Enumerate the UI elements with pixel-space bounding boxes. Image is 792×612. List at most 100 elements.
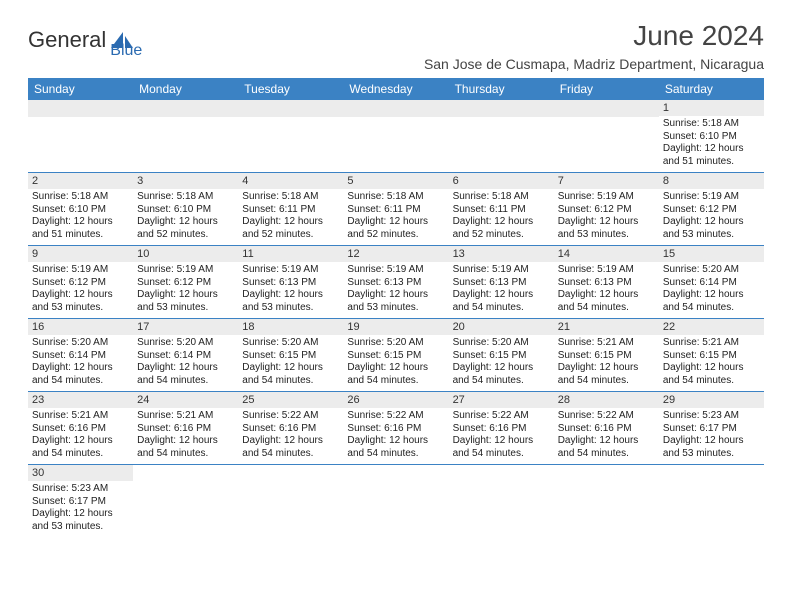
sunset-line: Sunset: 6:15 PM (558, 350, 655, 363)
calendar-day-cell: 15Sunrise: 5:20 AMSunset: 6:14 PMDayligh… (659, 246, 764, 319)
weekday-header-row: Sunday Monday Tuesday Wednesday Thursday… (28, 78, 764, 100)
calendar-empty-cell (554, 465, 659, 538)
daylight-line: Daylight: 12 hours and 54 minutes. (558, 435, 655, 460)
daylight-line: Daylight: 12 hours and 54 minutes. (242, 362, 339, 387)
sunset-line: Sunset: 6:17 PM (663, 423, 760, 436)
sunrise-line: Sunrise: 5:20 AM (137, 337, 234, 350)
weekday-header: Monday (133, 78, 238, 100)
sunrise-line: Sunrise: 5:23 AM (663, 410, 760, 423)
calendar-day-cell: 6Sunrise: 5:18 AMSunset: 6:11 PMDaylight… (449, 173, 554, 246)
calendar-day-cell: 1Sunrise: 5:18 AMSunset: 6:10 PMDaylight… (659, 100, 764, 173)
calendar-day-cell: 26Sunrise: 5:22 AMSunset: 6:16 PMDayligh… (343, 392, 448, 465)
day-number: 9 (28, 246, 133, 262)
calendar-day-cell: 28 Sunrise: 5:22 AMSunset: 6:16 PMDayligh… (554, 392, 659, 465)
logo: General Blue (28, 20, 142, 60)
calendar-week-row: 16Sunrise: 5:20 AMSunset: 6:14 PMDayligh… (28, 319, 764, 392)
weekday-header: Wednesday (343, 78, 448, 100)
calendar-day-cell: 25Sunrise: 5:22 AMSunset: 6:16 PMDayligh… (238, 392, 343, 465)
calendar-day-cell: 10Sunrise: 5:19 AMSunset: 6:12 PMDayligh… (133, 246, 238, 319)
calendar-day-cell: 20Sunrise: 5:20 AMSunset: 6:15 PMDayligh… (449, 319, 554, 392)
calendar-day-cell: 22Sunrise: 5:21 AMSunset: 6:15 PMDayligh… (659, 319, 764, 392)
calendar-week-row: 2 Sunrise: 5:18 AM Sunset: 6:10 PM Daylight… (28, 173, 764, 246)
sunrise-line: Sunrise: 5:19 AM (453, 264, 550, 277)
day-number: 24 (133, 392, 238, 408)
day-number: 21 (554, 319, 659, 335)
sunset-line: Sunset: 6:11 PM (453, 204, 550, 217)
calendar-day-cell: 30Sunrise: 5:23 AMSunset: 6:17 PMDayligh… (28, 465, 133, 538)
sunrise-line: Sunrise: 5:19 AM (663, 191, 760, 204)
daylight-line: Daylight: 12 hours and 53 minutes. (663, 435, 760, 460)
day-number: 10 (133, 246, 238, 262)
calendar-day-cell: 19Sunrise: 5:20 AMSunset: 6:15 PMDayligh… (343, 319, 448, 392)
day-number: 27 (449, 392, 554, 408)
sunrise-line: Sunrise: 5:21 AM (137, 410, 234, 423)
month-title: June 2024 (424, 20, 764, 52)
sunset-line: Sunset: 6:16 PM (32, 423, 129, 436)
calendar-day-cell: 14Sunrise: 5:19 AMSunset: 6:13 PMDayligh… (554, 246, 659, 319)
sunrise-line: Sunrise: 5:18 AM (453, 191, 550, 204)
sunrise-line: Sunrise: 5:22 AM (242, 410, 339, 423)
sunrise-line: Sunrise: 5:18 AM (663, 118, 760, 131)
weekday-header: Friday (554, 78, 659, 100)
day-number: 3 (133, 173, 238, 189)
day-number: 6 (449, 173, 554, 189)
sunset-line: Sunset: 6:16 PM (137, 423, 234, 436)
day-number: 22 (659, 319, 764, 335)
sunrise-line: Sunrise: 5:20 AM (453, 337, 550, 350)
sunset-line: Sunset: 6:16 PM (558, 423, 655, 436)
day-number: 30 (28, 465, 133, 481)
calendar-day-cell: 13Sunrise: 5:19 AMSunset: 6:13 PMDayligh… (449, 246, 554, 319)
title-block: June 2024 San Jose de Cusmapa, Madriz De… (424, 20, 764, 72)
sunrise-line: Sunrise: 5:19 AM (558, 264, 655, 277)
daylight-line: Daylight: 12 hours and 54 minutes. (558, 289, 655, 314)
sunset-line: Sunset: 6:15 PM (347, 350, 444, 363)
sunset-line: Sunset: 6:13 PM (558, 277, 655, 290)
calendar-empty-cell (133, 465, 238, 538)
daylight-line: Daylight: 12 hours and 54 minutes. (347, 435, 444, 460)
daylight-line: Daylight: 12 hours and 54 minutes. (453, 362, 550, 387)
calendar-table: Sunday Monday Tuesday Wednesday Thursday… (28, 78, 764, 537)
day-number: 28 (554, 392, 659, 408)
sunset-line: Sunset: 6:10 PM (32, 204, 129, 217)
day-number (238, 100, 343, 117)
calendar-day-cell: 18Sunrise: 5:20 AMSunset: 6:15 PMDayligh… (238, 319, 343, 392)
day-number: 19 (343, 319, 448, 335)
day-number: 5 (343, 173, 448, 189)
calendar-day-cell: 4Sunrise: 5:18 AMSunset: 6:11 PMDaylight… (238, 173, 343, 246)
calendar-empty-cell (238, 465, 343, 538)
calendar-day-cell: 24 Sunrise: 5:21 AMSunset: 6:16 PMDayligh… (133, 392, 238, 465)
sunset-line: Sunset: 6:14 PM (663, 277, 760, 290)
daylight-line: Daylight: 12 hours and 54 minutes. (32, 362, 129, 387)
logo-text-general: General (28, 27, 106, 53)
daylight-line: Daylight: 12 hours and 54 minutes. (32, 435, 129, 460)
daylight-line: Daylight: 12 hours and 54 minutes. (558, 362, 655, 387)
calendar-day-cell: 12Sunrise: 5:19 AMSunset: 6:13 PMDayligh… (343, 246, 448, 319)
daylight-line: Daylight: 12 hours and 53 minutes. (663, 216, 760, 241)
calendar-week-row: 30Sunrise: 5:23 AMSunset: 6:17 PMDayligh… (28, 465, 764, 538)
sunrise-line: Sunrise: 5:22 AM (558, 410, 655, 423)
weekday-header: Thursday (449, 78, 554, 100)
calendar-day-cell: 8Sunrise: 5:19 AMSunset: 6:12 PMDaylight… (659, 173, 764, 246)
calendar-day-cell: 16Sunrise: 5:20 AMSunset: 6:14 PMDayligh… (28, 319, 133, 392)
sunrise-line: Sunrise: 5:19 AM (558, 191, 655, 204)
daylight-line: Daylight: 12 hours and 54 minutes. (663, 362, 760, 387)
calendar-day-cell: 17Sunrise: 5:20 AMSunset: 6:14 PMDayligh… (133, 319, 238, 392)
sunset-line: Sunset: 6:12 PM (137, 277, 234, 290)
calendar-empty-cell (449, 100, 554, 173)
calendar-day-cell: 21Sunrise: 5:21 AMSunset: 6:15 PMDayligh… (554, 319, 659, 392)
day-number: 2 (28, 173, 133, 189)
sunrise-line: Sunrise: 5:20 AM (32, 337, 129, 350)
sunrise-line: Sunrise: 5:18 AM (137, 191, 234, 204)
sunset-line: Sunset: 6:12 PM (558, 204, 655, 217)
day-number: 23 (28, 392, 133, 408)
day-number (449, 100, 554, 117)
day-number: 4 (238, 173, 343, 189)
day-number (28, 100, 133, 117)
daylight-line: Daylight: 12 hours and 54 minutes. (137, 435, 234, 460)
sunset-line: Sunset: 6:12 PM (32, 277, 129, 290)
daylight-line: Daylight: 12 hours and 54 minutes. (663, 289, 760, 314)
calendar-day-cell: 7Sunrise: 5:19 AMSunset: 6:12 PMDaylight… (554, 173, 659, 246)
calendar-empty-cell (659, 465, 764, 538)
calendar-day-cell: 27Sunrise: 5:22 AMSunset: 6:16 PMDayligh… (449, 392, 554, 465)
calendar-day-cell: 2Sunrise: 5:18 AMSunset: 6:10 PMDaylight… (28, 173, 133, 246)
